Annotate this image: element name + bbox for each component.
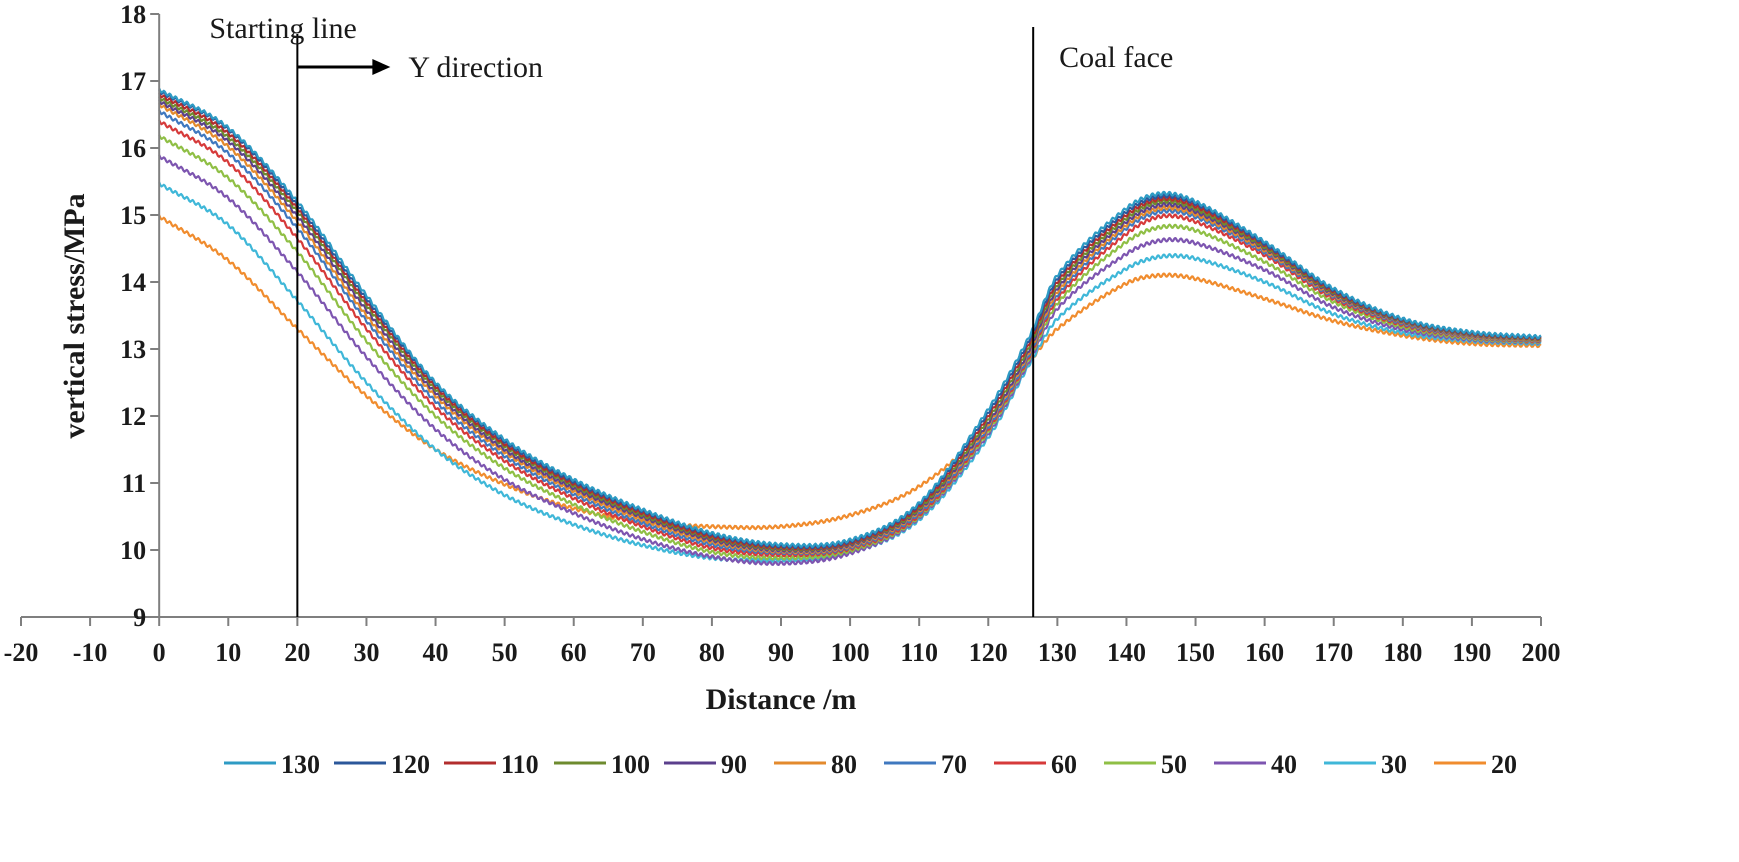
legend-label-130: 130: [281, 750, 320, 779]
coal-face-label: Coal face: [1059, 41, 1173, 74]
starting-line-label: Starting line: [209, 12, 356, 45]
y-tick-label: 18: [120, 0, 146, 29]
y-axis-title: vertical stress/MPa: [58, 193, 91, 438]
series-line-60: [158, 119, 1542, 558]
series-line-50: [158, 134, 1542, 561]
x-tick-label: 50: [492, 638, 518, 667]
x-tick-label: 90: [768, 638, 794, 667]
series-line-40: [158, 154, 1542, 566]
y-tick-label: 11: [122, 469, 147, 498]
legend-label-100: 100: [611, 750, 650, 779]
x-tick-label: 130: [1038, 638, 1077, 667]
series-line-120: [158, 89, 1542, 550]
y-tick-label: 12: [120, 402, 146, 431]
y-tick-label: 16: [120, 134, 146, 163]
x-tick-label: 160: [1245, 638, 1284, 667]
y-direction-arrow-head: [372, 59, 391, 75]
x-tick-label: 60: [561, 638, 587, 667]
legend: 130 120 110 100 90 80 70 60 50 40 30 20: [224, 750, 1517, 779]
x-tick-label: 20: [284, 638, 310, 667]
annotation-layer: Starting line Y direction Coal face: [209, 12, 1173, 617]
x-tick-label: -10: [73, 638, 108, 667]
x-tick-label: 30: [353, 638, 379, 667]
x-tick-label: 110: [900, 638, 938, 667]
legend-label-70: 70: [941, 750, 967, 779]
x-tick-label: 100: [831, 638, 870, 667]
legend-label-30: 30: [1381, 750, 1407, 779]
y-tick-label: 15: [120, 201, 146, 230]
x-tick-label: 70: [630, 638, 656, 667]
legend-label-80: 80: [831, 750, 857, 779]
legend-label-40: 40: [1271, 750, 1297, 779]
y-direction-label: Y direction: [408, 51, 543, 84]
y-tick-label: 14: [120, 268, 146, 297]
series-line-90: [158, 99, 1542, 553]
x-tick-label: 40: [423, 638, 449, 667]
legend-label-20: 20: [1491, 750, 1517, 779]
series-layer: [158, 88, 1542, 566]
x-axis-title: Distance /m: [706, 683, 857, 716]
legend-label-90: 90: [721, 750, 747, 779]
series-line-130: [158, 88, 1542, 548]
series-line-110: [158, 92, 1542, 551]
y-tick-label: 13: [120, 335, 146, 364]
x-tick-label: 150: [1176, 638, 1215, 667]
series-line-70: [158, 109, 1542, 556]
legend-label-120: 120: [391, 750, 430, 779]
y-tick-label: 10: [120, 536, 146, 565]
legend-label-50: 50: [1161, 750, 1187, 779]
y-tick-label: 17: [120, 67, 146, 96]
x-tick-label: 120: [969, 638, 1008, 667]
x-tick-label: 10: [215, 638, 241, 667]
series-line-30: [158, 181, 1542, 564]
tick-layer: -20 -10 0 10 20 30 40 50 60 70 80 90 100 110 120 130 140…: [4, 0, 1561, 667]
x-tick-label: 140: [1107, 638, 1146, 667]
series-line-100: [158, 96, 1542, 552]
x-tick-label: 80: [699, 638, 725, 667]
y-tick-label: 9: [133, 603, 146, 632]
legend-label-110: 110: [501, 750, 539, 779]
x-tick-label: 190: [1452, 638, 1491, 667]
x-tick-label: 200: [1522, 638, 1561, 667]
x-tick-label: -20: [4, 638, 39, 667]
series-line-20: [158, 214, 1542, 531]
x-tick-label: 0: [153, 638, 166, 667]
x-tick-label: 170: [1314, 638, 1353, 667]
legend-label-60: 60: [1051, 750, 1077, 779]
x-tick-label: 180: [1383, 638, 1422, 667]
